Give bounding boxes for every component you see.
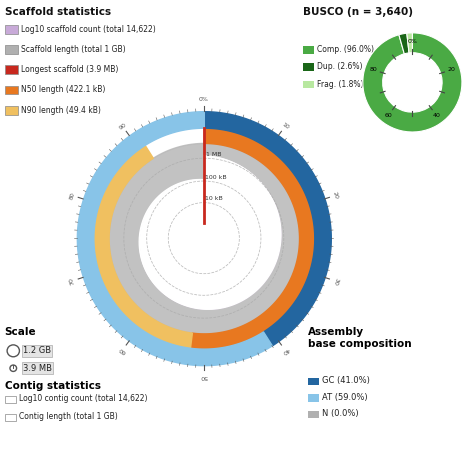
Text: 30: 30	[332, 277, 339, 285]
Text: BUSCO (n = 3,640): BUSCO (n = 3,640)	[303, 7, 413, 17]
Text: 50: 50	[200, 374, 208, 379]
Bar	[308, 411, 319, 418]
Wedge shape	[363, 33, 462, 132]
Text: 10: 10	[281, 122, 290, 131]
Bar	[303, 81, 314, 88]
Text: Scaffold length (total 1 GB): Scaffold length (total 1 GB)	[21, 45, 126, 54]
Text: Contig statistics: Contig statistics	[5, 381, 101, 391]
Wedge shape	[407, 33, 412, 53]
Text: Comp. (96.0%): Comp. (96.0%)	[317, 45, 374, 54]
Text: Longest scaffold (3.9 MB): Longest scaffold (3.9 MB)	[21, 65, 118, 74]
Wedge shape	[399, 33, 409, 54]
Text: Frag. (1.8%): Frag. (1.8%)	[317, 80, 363, 89]
Text: 1.2 GB: 1.2 GB	[23, 346, 51, 355]
Bar	[5, 65, 18, 74]
Text: 40: 40	[432, 113, 440, 118]
Bar	[5, 396, 16, 403]
Text: AT (59.0%): AT (59.0%)	[322, 393, 368, 402]
Text: 0%: 0%	[408, 39, 417, 44]
Text: N90 length (49.4 kB): N90 length (49.4 kB)	[21, 106, 101, 114]
Text: N (0.0%): N (0.0%)	[322, 409, 359, 418]
Bar	[5, 25, 18, 34]
Text: 100 kB: 100 kB	[205, 175, 227, 180]
Text: 40: 40	[281, 346, 290, 354]
Text: 60: 60	[384, 113, 392, 118]
Text: Log10 contig count (total 14,622): Log10 contig count (total 14,622)	[19, 394, 147, 403]
Text: 1 MB: 1 MB	[206, 152, 221, 157]
Text: 60: 60	[118, 346, 127, 354]
Text: 80: 80	[69, 191, 76, 200]
Bar	[308, 394, 319, 402]
Text: GC (41.0%): GC (41.0%)	[322, 376, 370, 385]
Text: Assembly
base composition: Assembly base composition	[308, 327, 412, 349]
Bar	[5, 86, 18, 94]
Text: 0%: 0%	[199, 97, 209, 102]
Text: Scaffold statistics: Scaffold statistics	[5, 7, 111, 17]
Bar	[5, 414, 16, 421]
Text: Dup. (2.6%): Dup. (2.6%)	[317, 62, 362, 71]
Text: 70: 70	[69, 277, 76, 285]
Text: Scale: Scale	[5, 327, 36, 338]
Text: 10 kB: 10 kB	[205, 196, 222, 202]
Text: 20: 20	[332, 191, 339, 200]
Bar	[303, 63, 314, 71]
Text: 3.9 MB: 3.9 MB	[23, 364, 52, 373]
Text: 20: 20	[447, 67, 455, 72]
Text: 80: 80	[370, 67, 378, 72]
Bar	[308, 378, 319, 385]
Text: Contig length (total 1 GB): Contig length (total 1 GB)	[19, 412, 118, 421]
Text: 90: 90	[118, 122, 127, 131]
Bar	[5, 45, 18, 54]
Bar	[303, 46, 314, 54]
Text: N50 length (422.1 kB): N50 length (422.1 kB)	[21, 86, 106, 94]
Text: Log10 scaffold count (total 14,622): Log10 scaffold count (total 14,622)	[21, 25, 156, 34]
Bar	[5, 106, 18, 114]
